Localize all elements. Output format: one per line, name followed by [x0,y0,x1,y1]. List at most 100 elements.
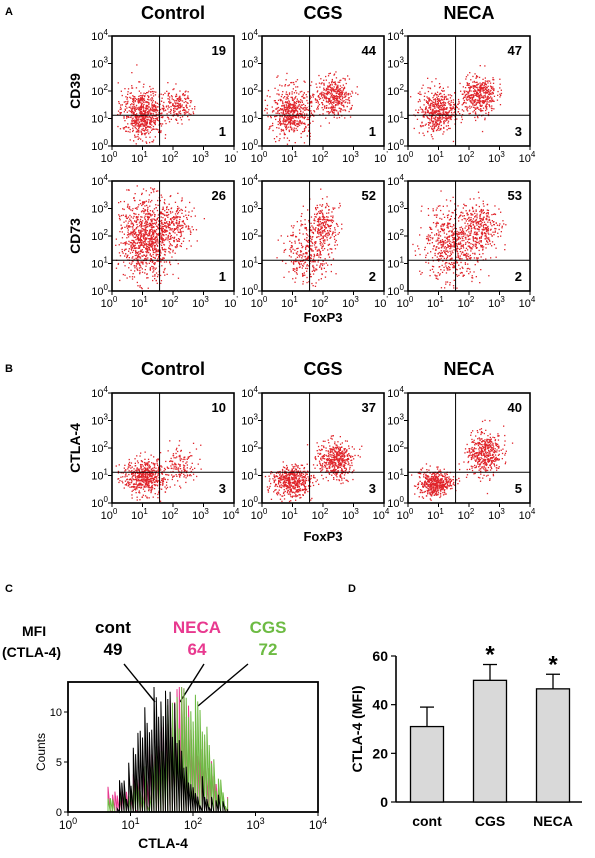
event-dot [143,242,145,245]
event-dot [309,260,311,262]
event-dot [296,221,298,223]
event-dot [158,250,160,253]
event-dot [447,226,449,228]
event-dot [280,128,282,131]
event-dot [155,222,157,224]
event-dot [266,104,269,107]
event-dot [312,120,314,122]
event-dot [332,220,335,222]
event-dot [333,81,336,84]
event-dot [165,230,167,232]
event-dot [181,197,183,199]
event-dot [312,228,314,230]
event-dot [478,95,480,97]
event-dot [318,229,320,231]
event-dot [130,123,132,125]
event-dot [176,223,178,225]
event-dot [440,255,443,257]
event-dot [164,250,166,252]
event-dot [148,216,151,219]
y-tick-label: 102 [387,83,404,98]
event-dot [152,189,155,191]
event-dot [179,90,181,92]
event-dot [307,245,309,247]
event-dot [136,255,139,257]
event-dot [151,141,153,143]
event-dot [312,231,314,234]
event-dot [141,117,144,119]
event-dot [134,267,136,269]
scatter-dots [276,188,343,287]
event-dot [135,252,137,254]
event-dot [427,234,430,236]
event-dot [476,81,478,83]
event-dot [445,248,447,250]
event-dot [176,226,178,228]
event-dot [290,245,293,247]
event-dot [148,231,151,233]
event-dot [172,236,174,239]
event-dot [179,216,181,218]
event-dot [333,116,335,118]
event-dot [469,258,471,260]
event-dot [294,120,297,122]
event-dot [138,115,140,117]
event-dot [449,218,451,221]
event-dot [155,91,157,93]
event-dot [280,100,282,102]
event-dot [416,118,419,120]
event-dot [484,119,486,121]
event-dot [290,250,292,252]
event-dot [139,252,141,255]
event-dot [157,199,159,202]
event-dot [481,100,483,102]
event-dot [463,102,465,104]
event-dot [458,233,460,235]
event-dot [323,107,326,109]
event-dot [500,89,502,91]
event-dot [447,86,449,88]
scatter-dots [410,65,503,143]
event-dot [327,216,329,218]
event-dot [140,221,143,224]
event-dot [147,206,149,208]
event-dot [121,248,123,251]
event-dot [335,109,337,111]
event-dot [140,138,142,140]
event-dot [425,106,427,108]
x-tick-label: 104 [519,150,536,165]
event-dot [284,121,286,123]
event-dot [292,268,294,270]
event-dot [283,137,285,139]
event-dot [320,223,322,225]
event-dot [131,210,134,212]
event-dot [175,217,177,219]
event-dot [464,101,466,104]
event-dot [137,262,139,264]
event-dot [169,263,172,266]
event-dot [435,240,437,242]
event-dot [147,111,149,113]
event-dot [138,102,140,104]
event-dot [151,103,153,105]
event-dot [317,232,319,234]
event-dot [322,232,324,234]
event-dot [329,72,331,74]
event-dot [424,124,426,126]
event-dot [302,246,304,248]
event-dot [472,81,474,83]
event-dot [186,102,188,104]
event-dot [135,87,138,89]
event-dot [152,279,154,282]
event-dot [331,84,333,86]
event-dot [129,234,131,236]
event-dot [490,96,492,98]
event-dot [468,224,470,227]
event-dot [443,90,445,92]
event-dot [146,243,148,245]
event-dot [123,200,125,203]
event-dot [293,122,295,124]
event-dot [318,217,320,220]
event-dot [336,96,338,98]
x-tick-label: 102 [458,150,475,165]
